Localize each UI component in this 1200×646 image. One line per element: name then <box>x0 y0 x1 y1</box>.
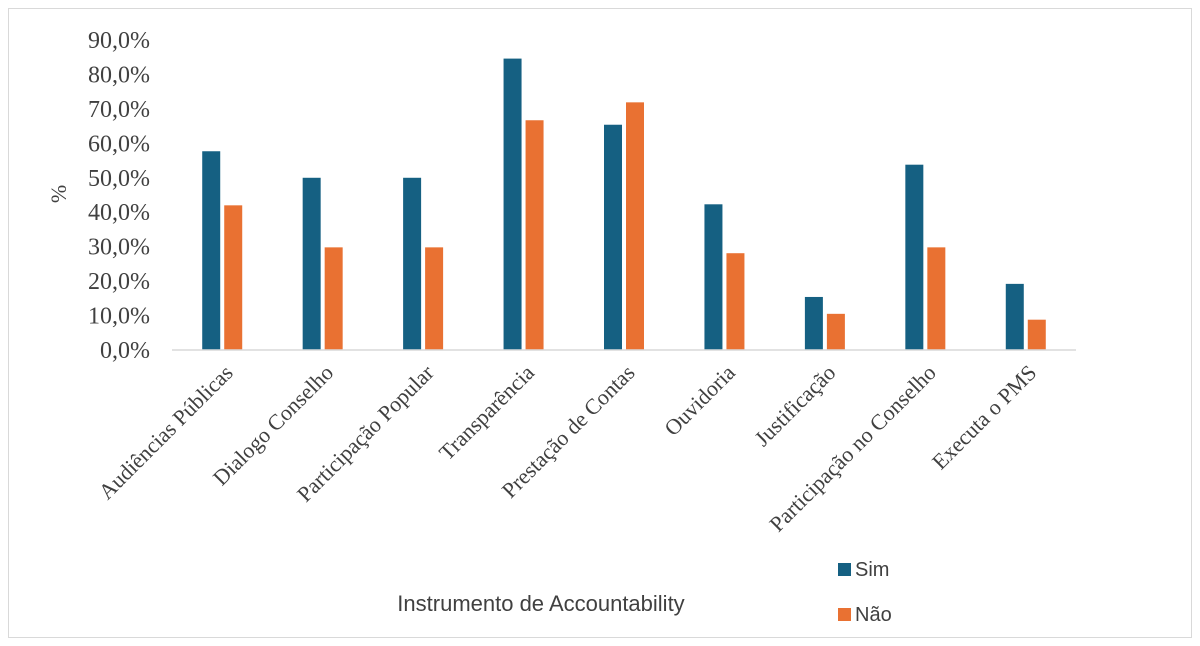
legend-label-nao: Não <box>855 604 892 626</box>
bar-nao-1 <box>324 247 343 350</box>
bar-sim-2 <box>403 177 422 350</box>
bars-layer <box>202 58 1046 350</box>
bar-sim-6 <box>804 296 823 350</box>
y-tick-label: 20,0% <box>88 269 150 295</box>
y-tick-labels: 0,0% 10,0% 20,0% 30,0% 40,0% 50,0% 60,0% 70,0% 8… <box>88 28 150 364</box>
bar-sim-4 <box>604 124 622 350</box>
bar-nao-5 <box>726 253 745 350</box>
legend-label-sim: Sim <box>855 559 889 581</box>
x-tick-label: Justificação <box>749 360 840 451</box>
bar-nao-3 <box>525 120 544 350</box>
bar-nao-0 <box>224 205 243 350</box>
y-tick-label: 90,0% <box>88 28 150 54</box>
x-tick-label: Ouvidoria <box>659 360 740 441</box>
x-tick-label: Transparência <box>434 360 539 465</box>
bar-sim-0 <box>202 151 221 350</box>
bar-nao-4 <box>626 102 644 350</box>
y-axis-title: % <box>46 185 71 203</box>
y-tick-label: 30,0% <box>88 235 150 261</box>
legend-swatch-sim <box>838 563 851 576</box>
x-tick-label: Audiências Públicas <box>93 360 237 504</box>
bar-nao-7 <box>927 247 946 350</box>
y-tick-label: 40,0% <box>88 200 150 226</box>
bar-sim-3 <box>503 58 522 350</box>
y-tick-label: 50,0% <box>88 166 150 192</box>
y-tick-label: 80,0% <box>88 62 150 88</box>
bar-nao-6 <box>826 313 845 350</box>
y-tick-label: 0,0% <box>100 338 150 364</box>
y-tick-label: 70,0% <box>88 97 150 123</box>
x-tick-label: Executa o PMS <box>927 360 1041 474</box>
bar-sim-8 <box>1005 283 1024 350</box>
x-tick-label: Participação no Conselho <box>764 360 941 537</box>
bar-sim-7 <box>905 164 924 350</box>
y-tick-label: 60,0% <box>88 131 150 157</box>
bar-sim-1 <box>302 177 321 350</box>
bar-nao-8 <box>1027 319 1046 350</box>
x-axis-title: Instrumento de Accountability <box>397 591 684 616</box>
bar-sim-5 <box>704 204 723 350</box>
bar-nao-2 <box>425 247 444 350</box>
legend-swatch-nao <box>838 608 851 621</box>
y-tick-label: 10,0% <box>88 304 150 330</box>
legend: Sim Não <box>838 559 892 626</box>
